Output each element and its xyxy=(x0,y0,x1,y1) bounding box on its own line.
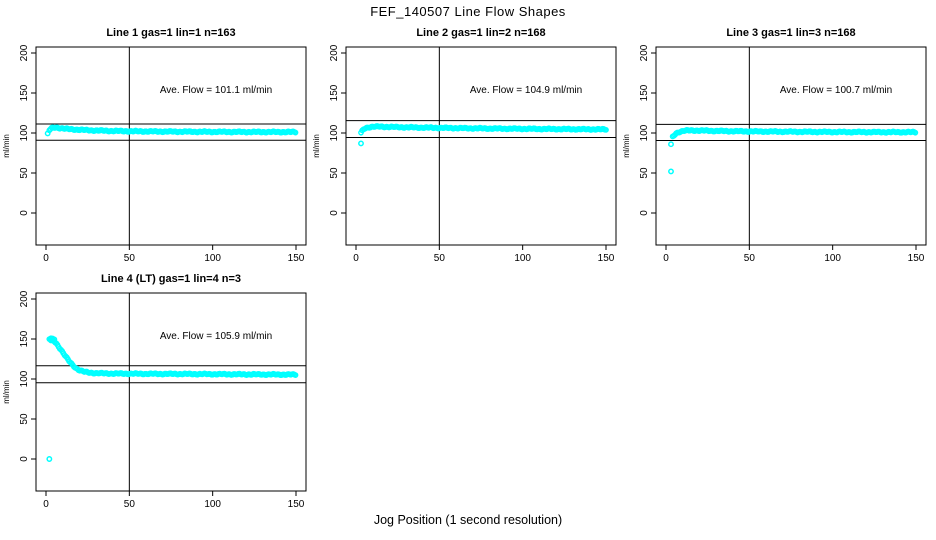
x-tick-label: 100 xyxy=(514,253,531,264)
x-tick-label: 50 xyxy=(124,499,136,510)
y-tick-label: 50 xyxy=(329,167,340,179)
y-tick-label: 0 xyxy=(19,210,30,216)
x-tick-label: 150 xyxy=(908,253,925,264)
y-tick-label: 0 xyxy=(329,210,340,216)
y-tick-label: 0 xyxy=(639,210,650,216)
flow-point xyxy=(292,372,299,378)
flow-outlier-point xyxy=(46,456,53,462)
reference-lines xyxy=(36,47,306,245)
flow-point xyxy=(603,126,609,133)
x-axis: 0 50 100 150 xyxy=(43,245,305,264)
x-axis: 0 50 100 150 xyxy=(663,245,925,264)
x-tick-label: 0 xyxy=(43,499,49,510)
panel-line-3-plot: Line 3 gas=1 lin=3 n=168 0 50 100 150 0 50 100 1… xyxy=(622,27,927,264)
plot-box xyxy=(345,46,617,246)
plot-box xyxy=(35,46,307,246)
y-tick-label: 100 xyxy=(19,124,30,141)
y-tick-label: 50 xyxy=(19,413,30,425)
y-tick-label: 150 xyxy=(19,84,30,101)
y-tick-label: 150 xyxy=(19,330,30,347)
y-axis: 0 50 100 150 200 xyxy=(19,290,36,462)
flow-outlier-point xyxy=(51,336,58,343)
flow-point xyxy=(292,129,299,136)
x-tick-label: 0 xyxy=(353,253,359,264)
y-tick-label: 150 xyxy=(639,84,650,101)
x-tick-label: 150 xyxy=(288,499,305,510)
flow-outlier-point xyxy=(358,140,364,147)
y-axis-title: ml/min xyxy=(312,134,321,158)
x-tick-label: 150 xyxy=(288,253,305,264)
data-points xyxy=(668,127,919,175)
x-axis: 0 50 100 150 xyxy=(353,245,615,264)
plot-box xyxy=(655,46,927,246)
average-flow-annotation: Ave. Flow = 101.1 ml/min xyxy=(160,85,272,96)
y-axis: 0 50 100 150 200 xyxy=(329,44,346,216)
average-flow-annotation: Ave. Flow = 104.9 ml/min xyxy=(470,85,582,96)
panel-title: Line 4 (LT) gas=1 lin=4 n=3 xyxy=(101,273,241,285)
panel-title: Line 2 gas=1 lin=2 n=168 xyxy=(416,27,545,39)
y-axis-title: ml/min xyxy=(2,380,11,404)
flow-outlier-point xyxy=(668,141,674,148)
panel-line-1-plot: Line 1 gas=1 lin=1 n=163 0 50 100 150 0 50 100 1… xyxy=(2,27,307,264)
x-tick-label: 100 xyxy=(204,499,221,510)
y-tick-label: 200 xyxy=(329,44,340,61)
flow-outlier-point xyxy=(668,168,674,175)
plot-box xyxy=(35,292,307,492)
panel-line-4-plot: Line 4 (LT) gas=1 lin=4 n=3 0 50 100 150 0 50 1… xyxy=(2,273,307,510)
y-tick-label: 150 xyxy=(329,84,340,101)
panel-title: Line 3 gas=1 lin=3 n=168 xyxy=(726,27,855,39)
x-tick-label: 0 xyxy=(663,253,669,264)
y-tick-label: 200 xyxy=(19,44,30,61)
reference-lines xyxy=(36,293,306,491)
y-tick-label: 100 xyxy=(19,370,30,387)
average-flow-annotation: Ave. Flow = 100.7 ml/min xyxy=(780,85,892,96)
x-tick-label: 100 xyxy=(824,253,841,264)
reference-lines xyxy=(346,47,616,245)
y-tick-label: 200 xyxy=(639,44,650,61)
y-tick-label: 50 xyxy=(639,167,650,179)
y-tick-label: 0 xyxy=(19,456,30,462)
data-points xyxy=(358,123,609,147)
flow-point xyxy=(912,129,919,136)
y-tick-label: 100 xyxy=(329,124,340,141)
x-tick-label: 150 xyxy=(598,253,615,264)
y-axis: 0 50 100 150 200 xyxy=(19,44,36,216)
x-tick-label: 50 xyxy=(744,253,756,264)
panel-title: Line 1 gas=1 lin=1 n=163 xyxy=(106,27,235,39)
reference-lines xyxy=(656,47,926,245)
shared-x-axis-label: Jog Position (1 second resolution) xyxy=(373,513,563,527)
y-tick-label: 100 xyxy=(639,124,650,141)
y-axis-title: ml/min xyxy=(622,134,631,158)
figure-title: FEF_140507 Line Flow Shapes xyxy=(370,4,566,19)
y-axis: 0 50 100 150 200 xyxy=(639,44,656,216)
panel-line-2-plot: Line 2 gas=1 lin=2 n=168 0 50 100 150 0 50 100 1… xyxy=(312,27,617,264)
data-points xyxy=(46,335,299,462)
flow-outlier-point xyxy=(44,130,51,137)
x-tick-label: 50 xyxy=(124,253,136,264)
average-flow-annotation: Ave. Flow = 105.9 ml/min xyxy=(160,331,272,342)
x-tick-label: 100 xyxy=(204,253,221,264)
y-axis-title: ml/min xyxy=(2,134,11,158)
x-tick-label: 50 xyxy=(434,253,446,264)
data-points xyxy=(44,124,299,137)
y-tick-label: 200 xyxy=(19,290,30,307)
x-axis: 0 50 100 150 xyxy=(43,491,305,510)
y-tick-label: 50 xyxy=(19,167,30,179)
x-tick-label: 0 xyxy=(43,253,49,264)
